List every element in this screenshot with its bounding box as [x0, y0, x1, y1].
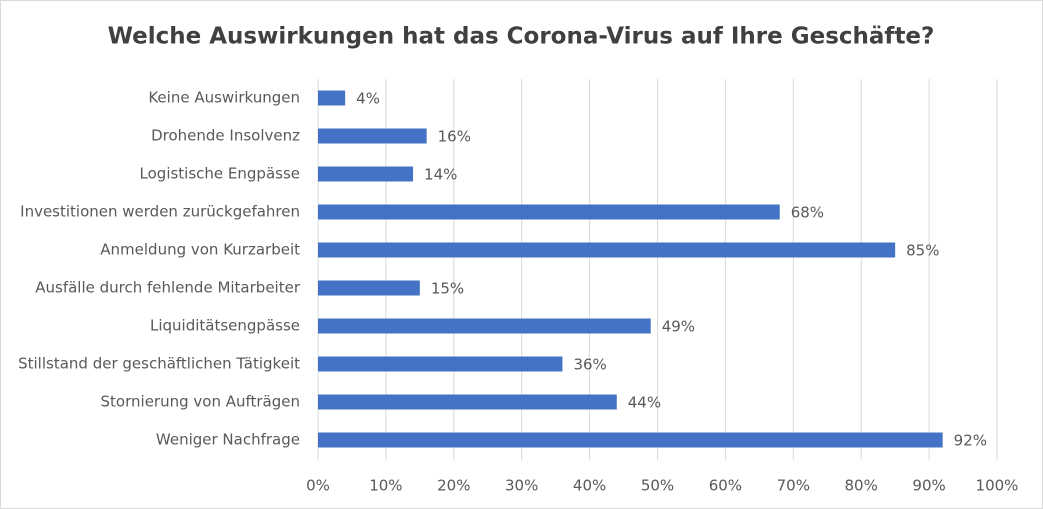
x-tick-label: 60% [709, 477, 742, 495]
chart-title: Welche Auswirkungen hat das Corona-Virus… [108, 24, 935, 50]
data-label: 14% [424, 166, 457, 184]
data-label: 68% [791, 204, 824, 222]
y-tick-label: Stornierung von Aufträgen [101, 393, 300, 411]
x-tick-label: 0% [306, 477, 330, 495]
bar [318, 432, 943, 448]
data-label: 36% [573, 356, 606, 374]
data-label: 4% [356, 90, 380, 108]
x-tick-label: 100% [976, 477, 1019, 495]
x-tick-label: 50% [641, 477, 674, 495]
bar [318, 394, 617, 410]
bar [318, 128, 427, 144]
y-tick-label: Liquiditätsengpässe [150, 317, 300, 335]
bar [318, 90, 346, 106]
y-tick-label: Stillstand der geschäftlichen Tätigkeit [18, 355, 300, 373]
y-tick-label: Weniger Nachfrage [156, 431, 300, 449]
y-tick-label: Drohende Insolvenz [151, 127, 300, 145]
x-tick-label: 80% [845, 477, 878, 495]
x-tick-label: 90% [912, 477, 945, 495]
y-tick-label: Investitionen werden zurückgefahren [20, 203, 300, 221]
x-tick-label: 20% [437, 477, 470, 495]
y-tick-label: Keine Auswirkungen [148, 89, 300, 107]
bar [318, 318, 651, 334]
bar [318, 166, 414, 182]
data-label: 92% [954, 432, 987, 450]
x-tick-label: 70% [777, 477, 810, 495]
x-tick-label: 10% [369, 477, 402, 495]
y-tick-label: Anmeldung von Kurzarbeit [100, 241, 300, 259]
data-label: 49% [662, 318, 695, 336]
bar [318, 280, 420, 296]
data-label: 44% [628, 394, 661, 412]
data-label: 16% [438, 128, 471, 146]
bar [318, 242, 896, 258]
data-label: 85% [906, 242, 939, 260]
bar [318, 204, 780, 220]
data-label: 15% [431, 280, 464, 298]
x-tick-label: 40% [573, 477, 606, 495]
y-tick-label: Ausfälle durch fehlende Mitarbeiter [35, 279, 301, 297]
bar [318, 356, 563, 372]
y-tick-label: Logistische Engpässe [140, 165, 300, 183]
x-tick-label: 30% [505, 477, 538, 495]
